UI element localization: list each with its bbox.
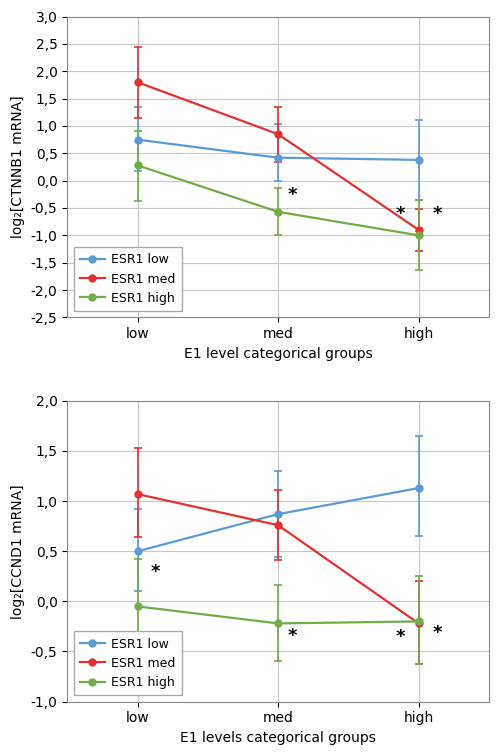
ESR1 low (134, 135, 140, 144)
Line: ESR1 high: ESR1 high (134, 603, 422, 627)
X-axis label: E1 levels categorical groups: E1 levels categorical groups (180, 731, 376, 745)
ESR1 low (275, 510, 281, 519)
Text: *: * (151, 563, 160, 581)
ESR1 med (275, 521, 281, 530)
ESR1 med (416, 619, 422, 628)
Line: ESR1 med: ESR1 med (134, 491, 422, 627)
ESR1 med (275, 129, 281, 138)
Y-axis label: log₂[CTNNB1 mRNA]: log₂[CTNNB1 mRNA] (11, 96, 25, 238)
Legend: ESR1 low, ESR1 med, ESR1 high: ESR1 low, ESR1 med, ESR1 high (74, 247, 182, 311)
ESR1 high (275, 207, 281, 216)
Line: ESR1 med: ESR1 med (134, 79, 422, 234)
ESR1 high (134, 161, 140, 170)
Text: *: * (288, 627, 297, 646)
ESR1 low (134, 547, 140, 556)
Text: *: * (396, 206, 405, 223)
ESR1 med (134, 78, 140, 87)
ESR1 high (416, 617, 422, 626)
Line: ESR1 high: ESR1 high (134, 162, 422, 239)
ESR1 med (134, 490, 140, 499)
ESR1 med (416, 225, 422, 234)
ESR1 high (416, 231, 422, 240)
ESR1 high (134, 602, 140, 611)
Text: *: * (288, 186, 297, 204)
Text: *: * (432, 624, 442, 643)
ESR1 low (416, 484, 422, 493)
Text: *: * (432, 206, 442, 223)
X-axis label: E1 level categorical groups: E1 level categorical groups (184, 347, 372, 361)
Line: ESR1 low: ESR1 low (134, 485, 422, 555)
ESR1 high (275, 619, 281, 628)
Line: ESR1 low: ESR1 low (134, 136, 422, 163)
Y-axis label: log₂[CCND1 mRNA]: log₂[CCND1 mRNA] (11, 484, 25, 618)
Text: *: * (396, 628, 405, 646)
ESR1 low (416, 155, 422, 164)
Legend: ESR1 low, ESR1 med, ESR1 high: ESR1 low, ESR1 med, ESR1 high (74, 631, 182, 696)
ESR1 low (275, 153, 281, 163)
